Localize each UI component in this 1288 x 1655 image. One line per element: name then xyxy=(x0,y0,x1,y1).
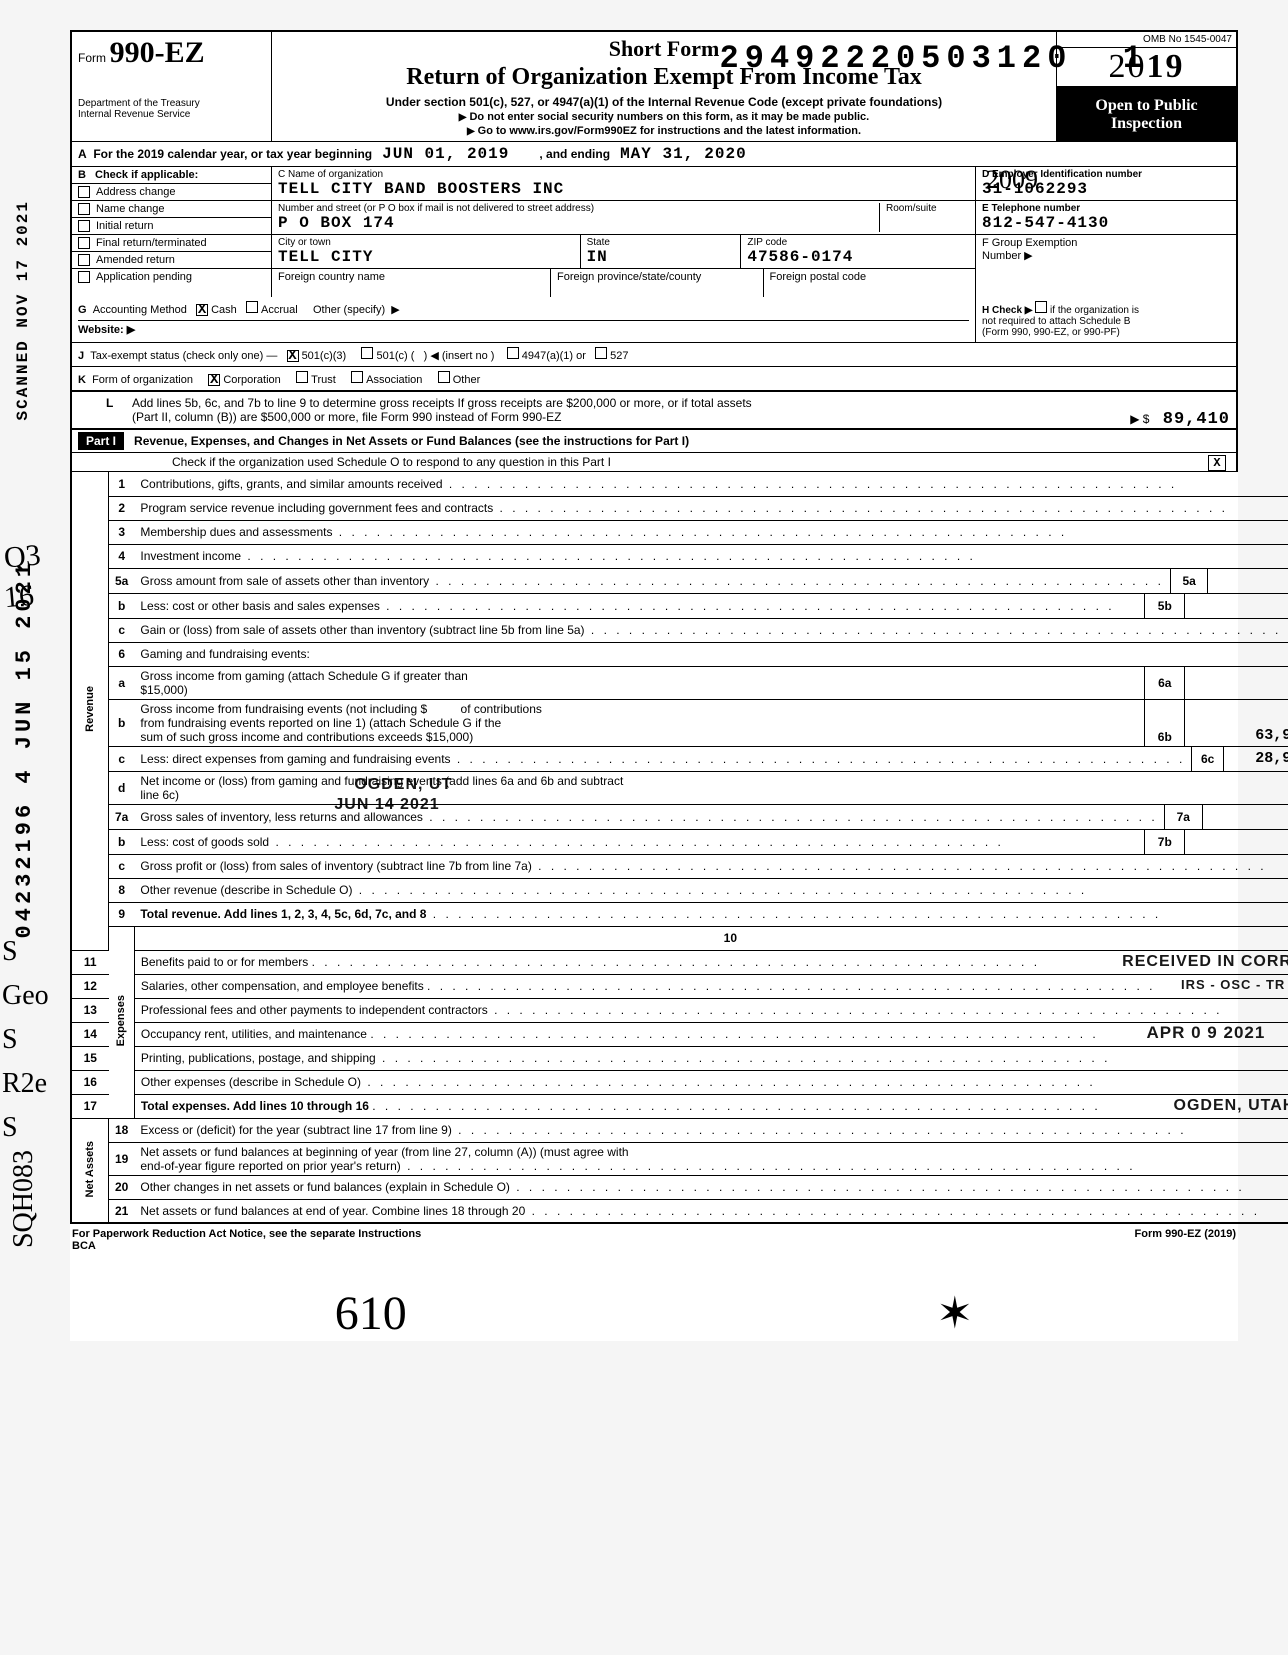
sidebar-net-assets: Net Assets xyxy=(84,1141,96,1197)
chk-corporation[interactable]: X xyxy=(208,374,220,386)
row-g-accounting: G Accounting Method X Cash Accrual Other… xyxy=(70,297,1238,343)
chk-application-pending[interactable] xyxy=(78,271,90,283)
schedule-o-check: Check if the organization used Schedule … xyxy=(70,453,1238,472)
handwritten-2009: 2009 xyxy=(986,165,1038,195)
chk-address-change[interactable] xyxy=(78,186,90,198)
row-k-form-org: K Form of organization X Corporation Tru… xyxy=(70,367,1238,392)
received-stamp-4: OGDEN, UTAH xyxy=(1174,1097,1288,1115)
chk-other-org[interactable] xyxy=(438,371,450,383)
signature-610: 610 xyxy=(335,1286,407,1341)
telephone: 812-547-4130 xyxy=(982,214,1230,232)
chk-amended-return[interactable] xyxy=(78,254,90,266)
chk-4947[interactable] xyxy=(507,347,519,359)
row-l-gross-receipts: L Add lines 5b, 6c, and 7b to line 9 to … xyxy=(70,392,1238,430)
scanned-stamp: SCANNED NOV 17 2021 xyxy=(14,200,32,420)
form-number: 990-EZ xyxy=(110,36,205,69)
part-1-table: Revenue 1 Contributions, gifts, grants, … xyxy=(70,472,1288,1224)
chk-501c3[interactable]: X xyxy=(287,350,299,362)
chk-trust[interactable] xyxy=(296,371,308,383)
handwritten-margin: S Geo S R2e S SQH083 xyxy=(2,930,49,1248)
org-zip: 47586-0174 xyxy=(747,248,969,266)
org-state: IN xyxy=(587,248,735,266)
form-footer: For Paperwork Reduction Act Notice, see … xyxy=(70,1224,1238,1256)
line-6b-amount: 63,984. xyxy=(1185,700,1288,746)
signature-area: 610 ✶ xyxy=(70,1286,1238,1341)
row-j-tax-status: J Tax-exempt status (check only one) — X… xyxy=(70,343,1238,367)
identity-block: B Check if applicable: Address change Na… xyxy=(70,167,1238,297)
open-to-public: Open to Public Inspection xyxy=(1057,88,1236,141)
row-a-tax-year: A For the 2019 calendar year, or tax yea… xyxy=(70,141,1238,167)
chk-527[interactable] xyxy=(595,347,607,359)
chk-accrual[interactable] xyxy=(246,301,258,313)
line-6c-amount: 28,999. xyxy=(1224,747,1288,771)
dln-number: 29492220503120 1 xyxy=(720,40,1148,77)
org-name: TELL CITY BAND BOOSTERS INC xyxy=(278,180,969,198)
chk-501c[interactable] xyxy=(361,347,373,359)
chk-final-return[interactable] xyxy=(78,237,90,249)
org-street: P O BOX 174 xyxy=(278,214,879,232)
gross-receipts: 89,410 xyxy=(1163,410,1230,429)
received-stamp-3: APR 0 9 2021 xyxy=(1147,1023,1266,1043)
chk-schedule-o[interactable]: X xyxy=(1208,455,1226,471)
handwritten-q3: Q3 xyxy=(3,538,42,575)
sidebar-revenue: Revenue xyxy=(84,686,96,732)
chk-name-change[interactable] xyxy=(78,203,90,215)
chk-association[interactable] xyxy=(351,371,363,383)
received-stamp-2: IRS - OSC - TR xyxy=(1181,977,1285,992)
signature-mark: ✶ xyxy=(936,1288,973,1339)
batch-stamp: 04232196 4 JUN 15 2021 xyxy=(12,560,37,938)
chk-schedule-b[interactable] xyxy=(1035,301,1047,313)
handwritten-16: 16 xyxy=(3,579,36,615)
part-1-header: Part I Revenue, Expenses, and Changes in… xyxy=(70,430,1238,453)
sidebar-expenses: Expenses xyxy=(115,995,127,1046)
received-stamp-1: RECEIVED IN CORRES xyxy=(1122,953,1288,971)
chk-cash[interactable]: X xyxy=(196,304,208,316)
org-city: TELL CITY xyxy=(278,248,574,266)
chk-initial-return[interactable] xyxy=(78,220,90,232)
